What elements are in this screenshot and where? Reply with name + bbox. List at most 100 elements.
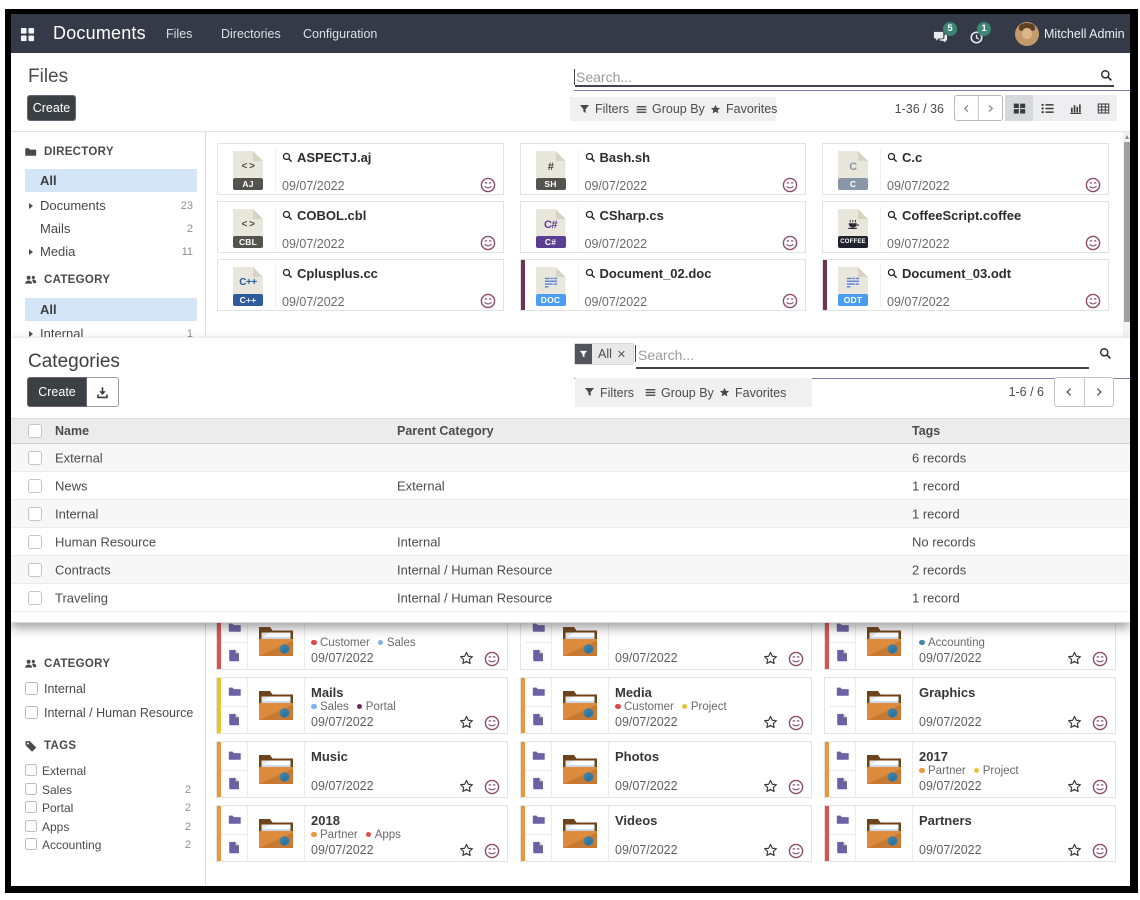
pivot-view-button[interactable] [1089, 95, 1117, 121]
column-name[interactable]: Name [55, 424, 90, 438]
sidebar-item-category-internal[interactable]: Internal 1 [25, 322, 197, 337]
groupby-button[interactable]: Group By [645, 378, 714, 407]
folder-icon[interactable] [531, 813, 546, 826]
checkbox[interactable] [25, 838, 37, 851]
menu-files[interactable]: Files [166, 27, 193, 41]
favorite-star-icon[interactable] [1067, 779, 1082, 794]
tag[interactable]: Sales [377, 637, 416, 649]
file-name[interactable]: C.c [902, 150, 923, 165]
file-icon[interactable] [228, 712, 241, 727]
activity-smiley-icon[interactable] [782, 177, 798, 193]
activity-smiley-icon[interactable] [480, 177, 496, 193]
activity-smiley-icon[interactable] [480, 293, 496, 309]
pager-next-button[interactable] [1083, 377, 1114, 407]
file-icon[interactable] [532, 840, 545, 855]
table-row[interactable]: Human Resource Internal No records [11, 528, 1130, 556]
app-title[interactable]: Documents [53, 23, 146, 43]
favorite-star-icon[interactable] [459, 651, 474, 666]
folder-card[interactable]: Mails Sales Portal 09/07/2022 [216, 677, 508, 734]
folder-icon[interactable] [531, 685, 546, 698]
folder-card[interactable]: Media Customer Project 09/07/2022 [520, 677, 812, 734]
row-checkbox[interactable] [28, 506, 42, 521]
checkbox[interactable] [25, 706, 38, 719]
folder-card[interactable]: 2017 Partner Project 09/07/2022 [824, 741, 1116, 798]
favorite-star-icon[interactable] [459, 715, 474, 730]
table-row[interactable]: Traveling Internal / Human Resource 1 re… [11, 584, 1130, 612]
sidebar-filter-category[interactable]: Internal / Human Resource [25, 705, 197, 721]
tag[interactable]: Customer [311, 637, 370, 649]
pager-previous-button[interactable] [955, 96, 978, 120]
create-button[interactable]: Create [27, 377, 87, 407]
activity-smiley-icon[interactable] [788, 843, 804, 859]
tag[interactable]: Portal [356, 701, 396, 713]
caret-right-icon[interactable] [29, 248, 33, 255]
activity-smiley-icon[interactable] [484, 651, 500, 667]
favorite-star-icon[interactable] [763, 651, 778, 666]
favorite-star-icon[interactable] [1067, 651, 1082, 666]
tag[interactable]: Project [973, 765, 1019, 777]
favorites-button[interactable]: Favorites [719, 378, 786, 407]
folder-card[interactable]: Graphics 09/07/2022 [824, 677, 1116, 734]
search-icon[interactable] [887, 268, 898, 279]
tag[interactable]: Partner [919, 765, 966, 777]
activity-smiley-icon[interactable] [484, 715, 500, 731]
folder-icon[interactable] [835, 685, 850, 698]
search-facet[interactable]: All ✕ [574, 343, 635, 365]
file-icon[interactable] [228, 840, 241, 855]
folder-card[interactable]: 2018 Partner Apps 09/07/2022 [216, 805, 508, 862]
sidebar-item-directory-media[interactable]: Media 11 [25, 240, 197, 263]
file-name[interactable]: CSharp.cs [599, 208, 664, 223]
folder-name[interactable]: Music [311, 749, 348, 764]
create-button[interactable]: Create [27, 95, 76, 121]
breadcrumb[interactable]: Files [28, 66, 69, 87]
activity-smiley-icon[interactable] [484, 779, 500, 795]
folder-name[interactable]: Videos [615, 813, 658, 828]
search-icon[interactable] [282, 268, 293, 279]
sidebar-item-category-all[interactable]: All [25, 297, 197, 321]
folder-card[interactable]: 09/07/2022 [520, 623, 812, 670]
sidebar-filter-tag[interactable]: External [25, 763, 197, 779]
folder-card[interactable]: Customer Sales 09/07/2022 [216, 623, 508, 670]
activity-smiley-icon[interactable] [484, 843, 500, 859]
activity-smiley-icon[interactable] [788, 715, 804, 731]
folder-icon[interactable] [227, 813, 242, 826]
checkbox[interactable] [25, 782, 37, 795]
search-icon[interactable] [585, 210, 596, 221]
file-card[interactable]: # SH Bash.sh 09/07/2022 [519, 143, 806, 195]
folder-name[interactable]: 2018 [311, 813, 340, 828]
groupby-button[interactable]: Group By [636, 97, 705, 121]
folder-name[interactable]: Mails [311, 685, 344, 700]
activity-smiley-icon[interactable] [788, 651, 804, 667]
file-icon[interactable] [532, 648, 545, 663]
tag[interactable]: Accounting [919, 637, 985, 649]
file-name[interactable]: Document_03.odt [902, 266, 1012, 281]
activity-smiley-icon[interactable] [782, 235, 798, 251]
activity-smiley-icon[interactable] [1092, 779, 1108, 795]
activity-smiley-icon[interactable] [788, 779, 804, 795]
filters-button[interactable]: Filters [579, 97, 629, 121]
column-tags[interactable]: Tags [912, 424, 941, 438]
sidebar-item-directory-mails[interactable]: Mails 2 [40, 221, 193, 236]
favorite-star-icon[interactable] [1067, 715, 1082, 730]
file-card[interactable]: < > CBL COBOL.cbl 09/07/2022 [217, 201, 504, 253]
list-view-button[interactable] [1033, 95, 1061, 121]
tag[interactable]: Project [681, 701, 727, 713]
folder-icon[interactable] [835, 749, 850, 762]
file-name[interactable]: ASPECTJ.aj [297, 150, 372, 165]
sidebar-filter-tag[interactable]: Portal 2 [25, 800, 197, 816]
folder-icon[interactable] [227, 685, 242, 698]
row-checkbox[interactable] [28, 450, 42, 465]
folder-name[interactable]: Graphics [919, 685, 976, 700]
favorite-star-icon[interactable] [763, 779, 778, 794]
checkbox[interactable] [25, 764, 37, 776]
file-card[interactable]: DOC Document_02.doc 09/07/2022 [519, 259, 806, 311]
favorites-button[interactable]: Favorites [710, 97, 777, 121]
checkbox[interactable] [25, 682, 38, 695]
caret-right-icon[interactable] [29, 330, 33, 337]
folder-icon[interactable] [531, 749, 546, 762]
row-checkbox[interactable] [28, 478, 42, 493]
activity-smiley-icon[interactable] [480, 235, 496, 251]
table-row[interactable]: Internal 1 record [11, 500, 1130, 528]
file-card[interactable]: ODT Document_03.odt 09/07/2022 [822, 259, 1109, 311]
file-name[interactable]: Bash.sh [599, 150, 651, 165]
